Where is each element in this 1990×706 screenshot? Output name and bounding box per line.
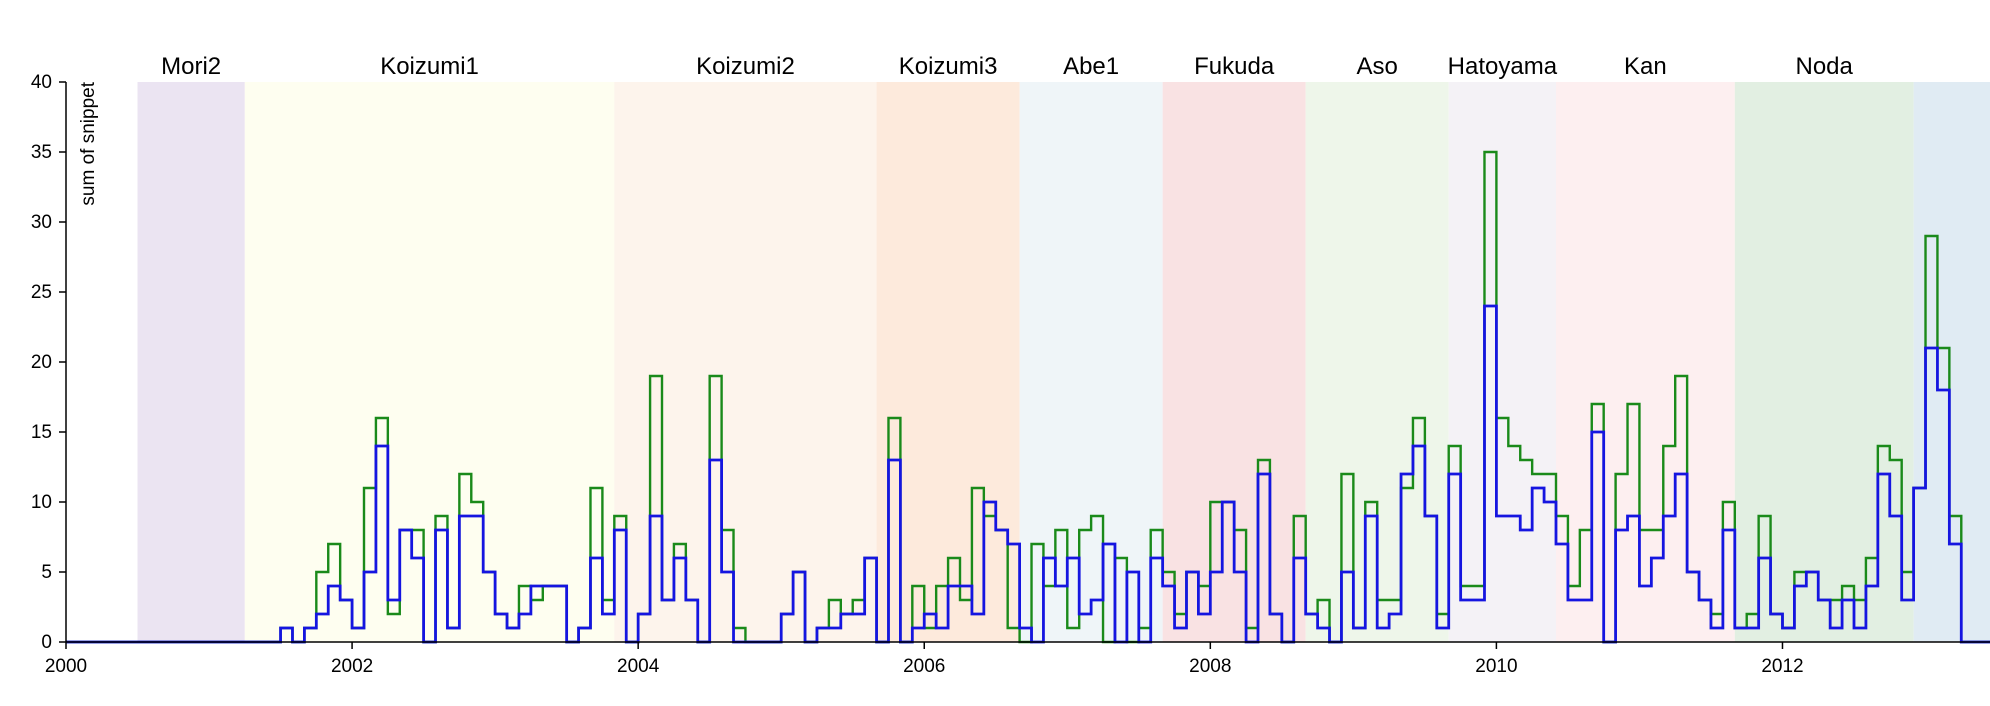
y-tick-label: 35 (31, 142, 52, 163)
era-band (137, 82, 245, 642)
x-tick-label: 2006 (903, 656, 945, 677)
y-tick-label: 10 (31, 492, 52, 513)
chart-axes: 0 5 10 15 20 25 30 35 40 2000 2002 2004 2006 2008 2010… (31, 72, 1990, 677)
era-label: Koizumi1 (380, 53, 479, 80)
era-label: Fukuda (1194, 53, 1275, 80)
era-band (244, 82, 615, 642)
y-tick-label: 30 (31, 212, 52, 233)
era-bands: Mori2 Koizumi1 Koizumi2 Koizumi3 Abe1 Fukuda A… (137, 53, 1990, 642)
era-band (1556, 82, 1735, 642)
y-tick-label: 25 (31, 282, 52, 303)
y-tick-label: 5 (41, 562, 52, 583)
x-tick-label: 2002 (331, 656, 373, 677)
y-tick-label: 20 (31, 352, 52, 373)
era-label: Hatoyama (1448, 53, 1558, 80)
era-label: Koizumi2 (696, 53, 795, 80)
era-label: Koizumi3 (899, 53, 998, 80)
era-band (1019, 82, 1163, 642)
x-tick-label: 2010 (1475, 656, 1517, 677)
era-label: Mori2 (161, 53, 221, 80)
x-tick-label: 2004 (617, 656, 660, 677)
y-tick-label: 0 (41, 632, 52, 653)
era-label: Noda (1796, 53, 1854, 80)
x-tick-label: 2008 (1189, 656, 1231, 677)
x-tick-label: 2012 (1761, 656, 1803, 677)
x-tick-label: 2000 (45, 656, 87, 677)
era-label: Abe1 (1063, 53, 1119, 80)
y-tick-label: 15 (31, 422, 52, 443)
era-band (1448, 82, 1556, 642)
era-label: Kan (1624, 53, 1667, 80)
era-band (1734, 82, 1914, 642)
era-band (614, 82, 877, 642)
y-axis-title: sum of snippet (78, 81, 99, 205)
y-tick-label: 40 (31, 72, 52, 93)
era-label: Aso (1357, 53, 1398, 80)
